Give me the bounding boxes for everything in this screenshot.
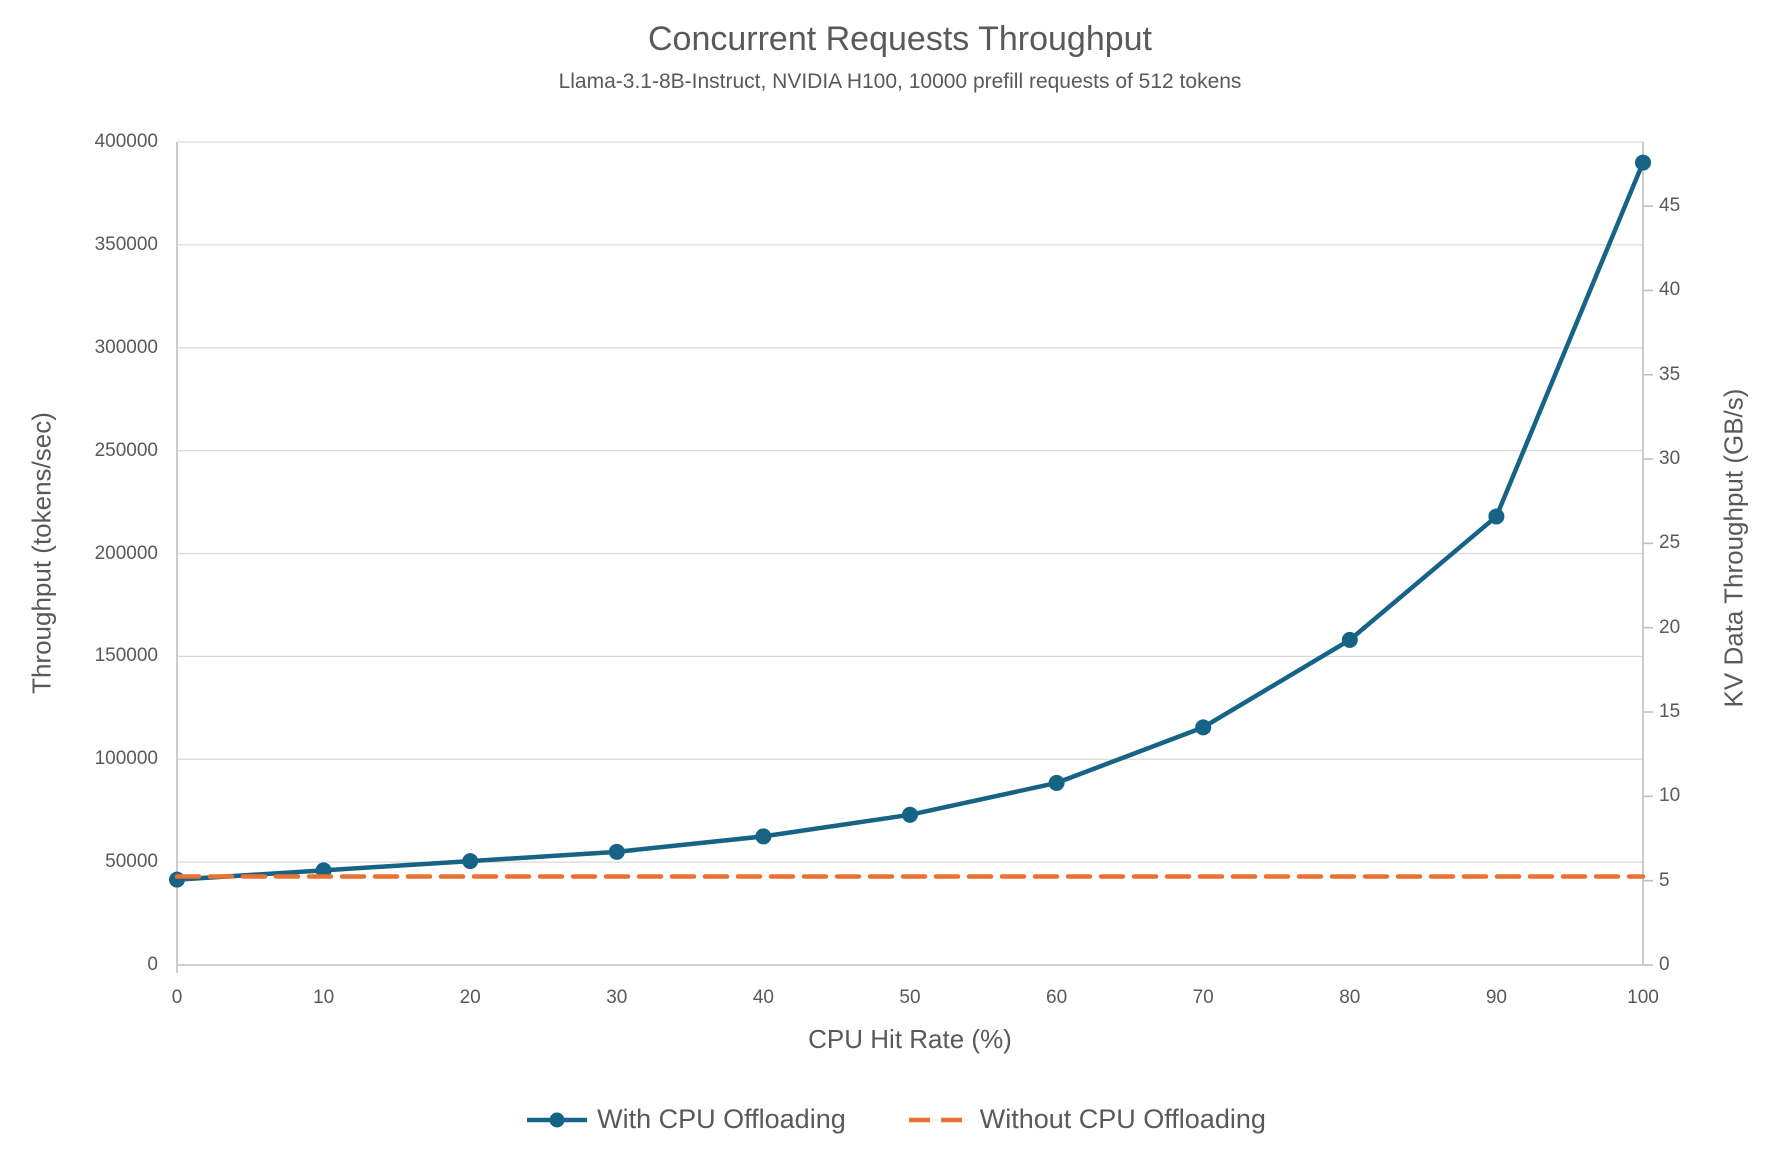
left-axis-tick-label: 350000	[94, 233, 158, 255]
right-axis-tick-label: 15	[1659, 701, 1681, 723]
x-axis-tick-label: 20	[459, 987, 481, 1008]
left-axis-tick-label: 250000	[94, 439, 158, 461]
left-axis-tick-label: 100000	[94, 748, 158, 770]
x-axis-title: CPU Hit Rate (%)	[808, 1024, 1012, 1054]
right-axis-tick-label: 40	[1659, 279, 1681, 301]
series-point-with-cpu-offloading	[1635, 154, 1651, 171]
chart-title: Concurrent Requests Throughput	[647, 20, 1153, 58]
right-axis-tick-label: 25	[1659, 532, 1681, 554]
series-point-with-cpu-offloading	[902, 806, 918, 823]
legend-label: With CPU Offloading	[597, 1104, 846, 1134]
legend-item-without-cpu-offloading: Without CPU Offloading	[908, 1104, 1266, 1135]
right-axis-tick-label: 30	[1659, 448, 1681, 470]
series-point-with-cpu-offloading	[1341, 631, 1358, 648]
series-point-with-cpu-offloading	[462, 853, 479, 870]
left-axis-tick-label: 200000	[94, 542, 158, 564]
x-axis-tick-label: 70	[1192, 987, 1214, 1008]
right-axis-tick-label: 20	[1659, 616, 1681, 638]
x-axis-tick-label: 90	[1485, 987, 1507, 1008]
left-axis-tick-label: 150000	[94, 645, 158, 667]
series-point-with-cpu-offloading	[1195, 719, 1212, 736]
right-axis-tick-label: 35	[1659, 363, 1681, 385]
right-axis-tick-label: 0	[1659, 954, 1670, 975]
right-axis-title: KV Data Throughput (GB/s)	[1718, 388, 1749, 708]
series-point-with-cpu-offloading	[608, 843, 625, 860]
x-axis-tick-label: 30	[606, 987, 628, 1008]
x-axis-tick-label: 40	[752, 987, 774, 1008]
series-point-with-cpu-offloading	[169, 871, 185, 888]
line-marker-icon	[527, 1112, 588, 1127]
left-axis-tick-label: 50000	[105, 851, 158, 873]
x-axis-tick-label: 60	[1046, 987, 1068, 1008]
x-axis-tick-label: 50	[899, 987, 921, 1008]
series-line-with-cpu-offloading	[174, 160, 1646, 882]
chart-subtitle: Llama-3.1-8B-Instruct, NVIDIA H100, 1000…	[558, 70, 1242, 93]
series-point-with-cpu-offloading	[755, 828, 772, 845]
series-point-with-cpu-offloading	[1048, 774, 1065, 791]
x-axis-tick-label: 80	[1339, 987, 1361, 1008]
left-axis-tick-label: 400000	[94, 131, 158, 152]
right-axis-tick-label: 45	[1659, 195, 1681, 217]
x-axis-tick-label: 0	[171, 987, 183, 1008]
left-axis-tick-label: 300000	[94, 336, 158, 358]
legend-label: Without CPU Offloading	[979, 1104, 1266, 1134]
series-point-with-cpu-offloading	[1488, 508, 1505, 525]
right-axis-tick-label: 5	[1659, 869, 1670, 891]
left-axis-tick-label: 0	[147, 954, 158, 975]
legend-item-with-cpu-offloading: With CPU Offloading	[525, 1104, 846, 1135]
x-axis-tick-label: 100	[1627, 987, 1659, 1008]
right-axis-tick-label: 10	[1659, 785, 1681, 807]
dash-marker-icon	[908, 1117, 971, 1122]
legend: With CPU Offloading Without CPU Offloadi…	[0, 1104, 1791, 1135]
x-axis-tick-label: 10	[313, 987, 335, 1008]
